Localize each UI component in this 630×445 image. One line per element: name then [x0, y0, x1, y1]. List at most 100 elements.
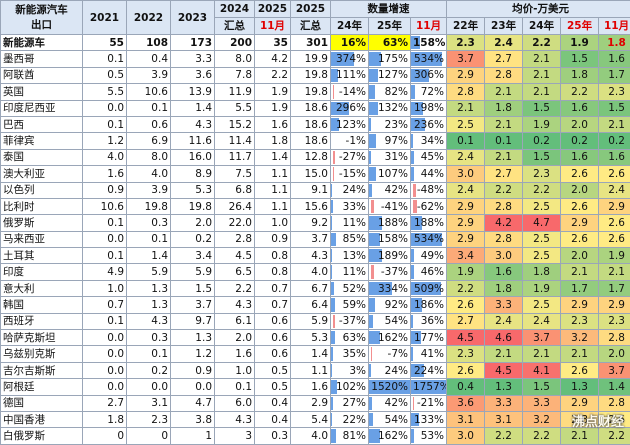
growth-value: 52%: [343, 283, 366, 295]
growth-value: -27%: [339, 151, 366, 163]
country-name: 墨西哥: [1, 51, 83, 67]
growth-bar: [411, 134, 413, 147]
price-cell: 3.1: [485, 411, 523, 427]
price-cell: 1.8: [523, 264, 561, 280]
volume-cell: 9.7: [171, 313, 215, 329]
volume-cell: 6.0: [215, 395, 255, 411]
growth-cell: 175%: [369, 51, 411, 67]
growth-value: 24%: [385, 365, 408, 377]
volume-cell: 0.4: [255, 411, 291, 427]
growth-cell: 111%: [331, 67, 369, 83]
growth-value: 49%: [421, 250, 444, 262]
volume-cell: 0: [83, 428, 127, 444]
growth-bar: [369, 151, 371, 164]
growth-cell: 59%: [331, 297, 369, 313]
price-cell: 1.7: [599, 280, 630, 296]
growth-cell: 509%: [411, 280, 447, 296]
price-cell: 4.1: [523, 362, 561, 378]
growth-bar: [369, 69, 378, 82]
price-cell: 1.9: [599, 248, 630, 264]
price-cell: 2.4: [447, 149, 485, 165]
price-cell: 3.0: [447, 166, 485, 182]
growth-value: 97%: [385, 135, 408, 147]
price-cell: 2.1: [485, 346, 523, 362]
price-cell: 2.2: [485, 428, 523, 444]
growth-cell: 45%: [411, 149, 447, 165]
growth-cell: 85%: [331, 231, 369, 247]
growth-cell: 92%: [369, 297, 411, 313]
growth-bar: [411, 85, 415, 98]
country-name: 马来西亚: [1, 231, 83, 247]
growth-cell: 24%: [369, 362, 411, 378]
growth-cell: -27%: [331, 149, 369, 165]
growth-cell: 158%: [411, 35, 447, 51]
growth-bar: [331, 200, 333, 213]
price-cell: 2.8: [485, 67, 523, 83]
price-cell: 2.2: [523, 182, 561, 198]
volume-cell: 2.8: [215, 231, 255, 247]
growth-cell: 133%: [411, 411, 447, 427]
growth-bar-negative: [371, 265, 374, 278]
price-cell: 1.7: [561, 280, 599, 296]
price-cell: 2.2: [485, 182, 523, 198]
price-cell: 2.5: [523, 231, 561, 247]
price-cell: 3.4: [447, 248, 485, 264]
volume-cell: 4.3: [171, 116, 215, 132]
price-cell: 1.5: [561, 51, 599, 67]
country-name: 土耳其: [1, 248, 83, 264]
price-cell: 2.9: [447, 215, 485, 231]
country-name: 中国香港: [1, 411, 83, 427]
volume-cell: 4.9: [83, 264, 127, 280]
volume-cell: 3.1: [127, 395, 171, 411]
volume-cell: 1.1: [255, 182, 291, 198]
growth-cell: 188%: [369, 215, 411, 231]
volume-cell: 8.9: [171, 166, 215, 182]
growth-cell: 11%: [331, 215, 369, 231]
growth-cell: 63%: [369, 35, 411, 51]
volume-cell: 4.0: [83, 149, 127, 165]
growth-value: 306%: [414, 69, 444, 81]
growth-cell: 296%: [331, 100, 369, 116]
growth-bar: [369, 397, 372, 410]
price-cell: 4.7: [523, 215, 561, 231]
volume-cell: 5.9: [127, 264, 171, 280]
growth-cell: 3%: [331, 362, 369, 378]
volume-cell: 4.0: [291, 264, 331, 280]
growth-value: 92%: [385, 299, 408, 311]
volume-cell: 0.2: [171, 231, 215, 247]
price-cell: 0.2: [599, 133, 630, 149]
price-cell: 2.0: [561, 248, 599, 264]
price-cell: 2.9: [447, 231, 485, 247]
volume-cell: 4.3: [127, 313, 171, 329]
volume-cell: 19.9: [291, 51, 331, 67]
price-cell: 2.9: [447, 67, 485, 83]
growth-value: 35%: [343, 348, 366, 360]
growth-value: 162%: [378, 332, 408, 344]
growth-value: 42%: [385, 397, 408, 409]
growth-cell: -62%: [411, 198, 447, 214]
growth-cell: 41%: [411, 346, 447, 362]
volume-cell: 0.4: [127, 51, 171, 67]
price-cell: 2.6: [599, 215, 630, 231]
growth-cell: 63%: [331, 330, 369, 346]
growth-value: 123%: [336, 119, 366, 131]
growth-bar: [369, 315, 373, 328]
volume-cell: 4.3: [215, 297, 255, 313]
volume-cell: 1.6: [215, 346, 255, 362]
price-cell: 1.4: [599, 379, 630, 395]
price-cell: 0.1: [485, 133, 523, 149]
growth-bar: [331, 233, 336, 246]
country-name: 巴西: [1, 116, 83, 132]
growth-bar: [369, 184, 372, 197]
growth-cell: 23%: [369, 116, 411, 132]
growth-value: 296%: [336, 102, 366, 114]
growth-value: -37%: [381, 266, 408, 278]
volume-cell: 0.5: [255, 362, 291, 378]
growth-bar: [369, 85, 375, 98]
